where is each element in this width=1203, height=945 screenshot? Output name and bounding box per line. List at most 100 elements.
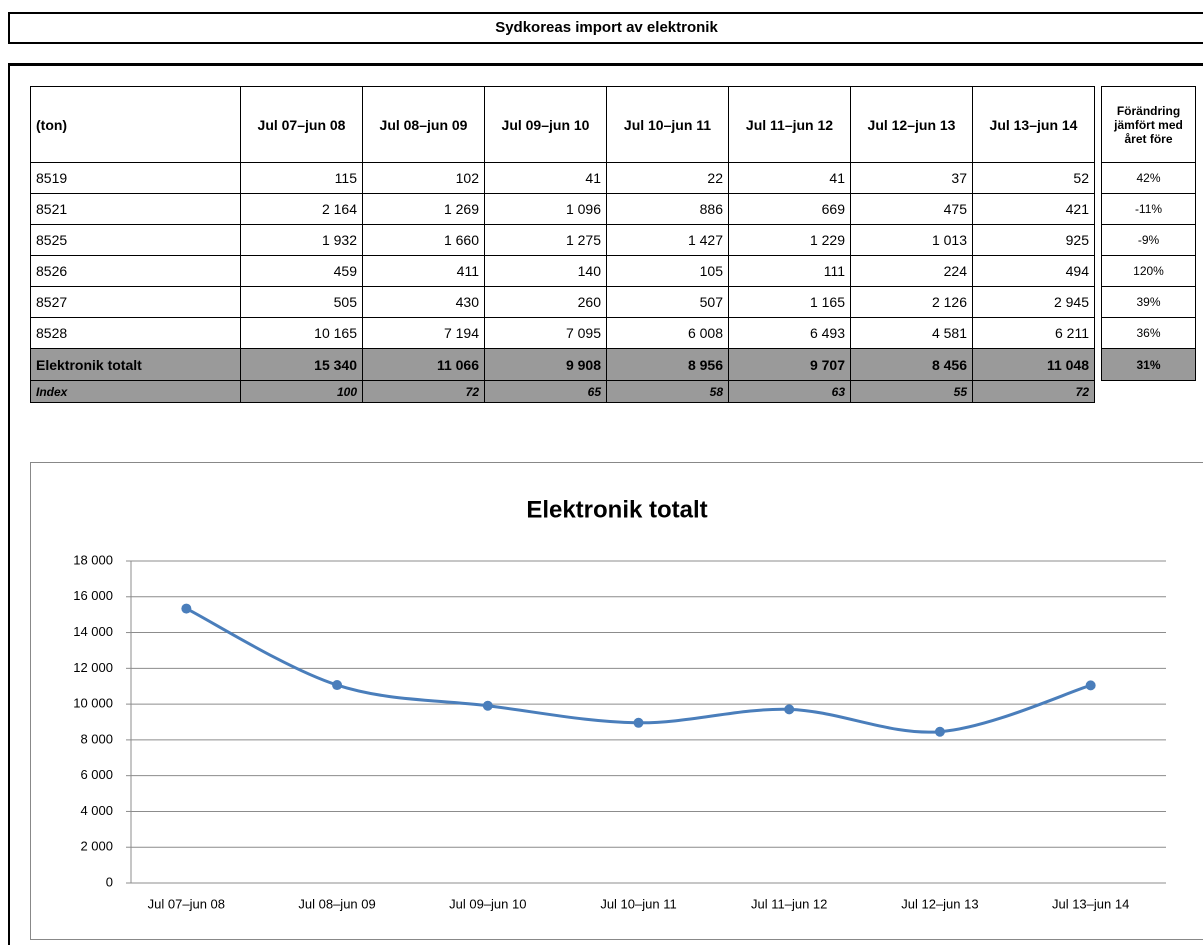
table-cell: 55 bbox=[850, 380, 973, 403]
x-tick-label: Jul 12–jun 13 bbox=[901, 896, 978, 911]
y-tick-label: 12 000 bbox=[73, 660, 113, 675]
table-cell: 72 bbox=[362, 380, 485, 403]
table-cell: 430 bbox=[362, 286, 485, 318]
data-table: (ton) Jul 07–jun 08 Jul 08–jun 09 Jul 09–ju… bbox=[30, 86, 1095, 403]
x-tick-label: Jul 08–jun 09 bbox=[298, 896, 375, 911]
table-cell: 507 bbox=[606, 286, 729, 318]
table-cell: 41 bbox=[728, 162, 851, 194]
table-cell: 2 945 bbox=[972, 286, 1095, 318]
table-cell: 115 bbox=[240, 162, 363, 194]
table-cell: 8519 bbox=[30, 162, 241, 194]
table-cell: 475 bbox=[850, 193, 973, 225]
y-tick-label: 18 000 bbox=[73, 552, 113, 567]
chart-title: Elektronik totalt bbox=[526, 496, 707, 523]
table-cell: 494 bbox=[972, 255, 1095, 287]
table-cell: Jul 12–jun 13 bbox=[850, 86, 973, 163]
table-cell: Jul 13–jun 14 bbox=[972, 86, 1095, 163]
y-tick-label: 8 000 bbox=[80, 731, 113, 746]
y-tick-label: 2 000 bbox=[80, 839, 113, 854]
table-cell: 6 493 bbox=[728, 317, 851, 349]
table-cell: 52 bbox=[972, 162, 1095, 194]
table-cell: 421 bbox=[972, 193, 1095, 225]
x-tick-label: Jul 10–jun 11 bbox=[600, 896, 676, 911]
table-cell: 8526 bbox=[30, 255, 241, 287]
table-row: 8521 2 164 1 269 1 096 886 669 475 421 bbox=[30, 193, 1095, 225]
y-tick-label: 0 bbox=[106, 874, 113, 889]
table-cell: 925 bbox=[972, 224, 1095, 256]
table-cell: 39% bbox=[1101, 286, 1196, 318]
y-tick-label: 16 000 bbox=[73, 588, 113, 603]
table-cell: 11 048 bbox=[972, 348, 1095, 381]
frame bbox=[8, 63, 1203, 945]
table-cell: 411 bbox=[362, 255, 485, 287]
table-row: -11% bbox=[1101, 193, 1196, 225]
table-cell: 1 165 bbox=[728, 286, 851, 318]
table-cell: 8528 bbox=[30, 317, 241, 349]
table-cell: 37 bbox=[850, 162, 973, 194]
table-cell: -9% bbox=[1101, 224, 1196, 256]
table-cell: 42% bbox=[1101, 162, 1196, 194]
table-cell: 8 456 bbox=[850, 348, 973, 381]
table-cell: 41 bbox=[484, 162, 607, 194]
table-cell: (ton) bbox=[30, 86, 241, 163]
table-cell: Förändring jämfört med året före bbox=[1101, 86, 1196, 163]
table-cell: Jul 11–jun 12 bbox=[728, 86, 851, 163]
page-title: Sydkoreas import av elektronik bbox=[8, 12, 1203, 44]
table-cell: 6 211 bbox=[972, 317, 1095, 349]
table-cell: 4 581 bbox=[850, 317, 973, 349]
x-tick-label: Jul 13–jun 14 bbox=[1052, 896, 1129, 911]
y-tick-label: 14 000 bbox=[73, 624, 113, 639]
x-tick-label: Jul 09–jun 10 bbox=[449, 896, 526, 911]
table-cell: 1 660 bbox=[362, 224, 485, 256]
chart: Elektronik totalt 0 2 000 4 000 6 000 8 000 1… bbox=[73, 496, 1166, 911]
data-point bbox=[332, 680, 343, 691]
table-cell: 11 066 bbox=[362, 348, 485, 381]
table-row: Förändring jämfört med året före bbox=[1101, 86, 1196, 163]
table-cell: 7 194 bbox=[362, 317, 485, 349]
data-point bbox=[482, 700, 493, 711]
data-point bbox=[784, 704, 795, 715]
table-cell: 15 340 bbox=[240, 348, 363, 381]
y-tick-label: 6 000 bbox=[80, 767, 113, 782]
table-row: (ton) Jul 07–jun 08 Jul 08–jun 09 Jul 09–ju… bbox=[30, 86, 1095, 163]
table-cell: 22 bbox=[606, 162, 729, 194]
table-cell: 7 095 bbox=[484, 317, 607, 349]
y-tick-label: 4 000 bbox=[80, 803, 113, 818]
table-row: Elektronik totalt 15 340 11 066 9 908 8 956 9… bbox=[30, 348, 1095, 381]
table-cell: 8 956 bbox=[606, 348, 729, 381]
table-cell: 100 bbox=[240, 380, 363, 403]
table-row: -9% bbox=[1101, 224, 1196, 256]
table-row: 42% bbox=[1101, 162, 1196, 194]
table-row: 36% bbox=[1101, 317, 1196, 349]
data-line bbox=[185, 607, 1092, 734]
table-cell: 111 bbox=[728, 255, 851, 287]
change-table: Förändring jämfört med året före 42% -11% -… bbox=[1101, 86, 1196, 381]
table-cell: 8527 bbox=[30, 286, 241, 318]
chart-box: Elektronik totalt 0 2 000 4 000 6 000 8 000 1… bbox=[30, 462, 1203, 940]
data-point bbox=[1085, 680, 1096, 691]
data-point bbox=[181, 603, 192, 614]
table-cell: 1 269 bbox=[362, 193, 485, 225]
table-cell: 459 bbox=[240, 255, 363, 287]
table-cell: 1 932 bbox=[240, 224, 363, 256]
table-row: 8527 505 430 260 507 1 165 2 126 2 945 bbox=[30, 286, 1095, 318]
table-cell: 102 bbox=[362, 162, 485, 194]
x-tick-label: Jul 11–jun 12 bbox=[751, 896, 827, 911]
table-cell: 260 bbox=[484, 286, 607, 318]
table-row: 39% bbox=[1101, 286, 1196, 318]
table-cell: 1 096 bbox=[484, 193, 607, 225]
table-cell: 140 bbox=[484, 255, 607, 287]
table-cell: 8525 bbox=[30, 224, 241, 256]
table-cell: 669 bbox=[728, 193, 851, 225]
data-point bbox=[934, 726, 945, 737]
table-cell: 8521 bbox=[30, 193, 241, 225]
table-cell: 505 bbox=[240, 286, 363, 318]
table-cell: 1 427 bbox=[606, 224, 729, 256]
table-cell: 31% bbox=[1101, 348, 1196, 381]
table-cell: -11% bbox=[1101, 193, 1196, 225]
table-cell: 1 275 bbox=[484, 224, 607, 256]
table-cell: 10 165 bbox=[240, 317, 363, 349]
y-tick-label: 10 000 bbox=[73, 696, 113, 711]
table-cell: 1 013 bbox=[850, 224, 973, 256]
